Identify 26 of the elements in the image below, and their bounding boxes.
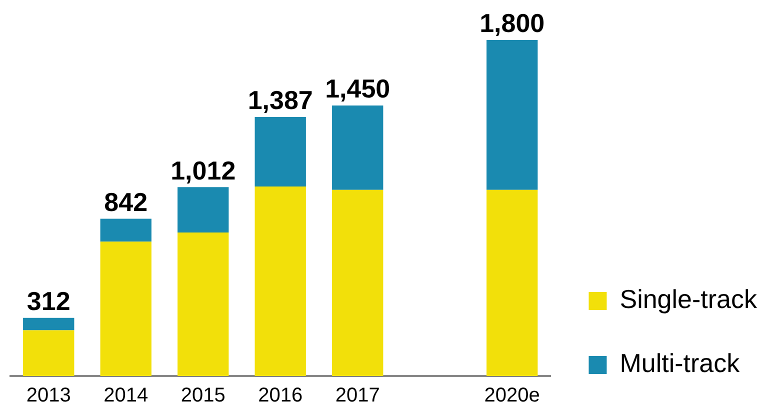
x-tick-label: 2013 [26,384,71,407]
x-tick-label: 2020e [484,384,540,407]
bar [332,190,384,376]
annotation: 1,387 [248,85,313,116]
annotation: 1,012 [170,155,236,186]
annotation: 842 [104,186,148,217]
bar [486,190,538,376]
bar [486,40,538,190]
bar [178,232,229,376]
annotation: 312 [26,286,70,316]
annotation: 1,450 [325,74,390,104]
bar [100,218,152,242]
annotation: 1,800 [480,8,545,38]
x-tick-label: 2016 [258,384,303,407]
bar [254,186,306,376]
bar [23,318,74,330]
x-tick-label: 2014 [104,384,148,407]
x-tick-label: 2015 [180,384,226,407]
bar [100,242,152,376]
bar [178,187,229,233]
x-tick-label: 2017 [335,384,380,407]
bar [332,106,384,190]
legend-label: Single-track [620,284,758,314]
bar [254,116,306,186]
bar [23,330,74,376]
legend-label: Multi-track [620,348,741,378]
